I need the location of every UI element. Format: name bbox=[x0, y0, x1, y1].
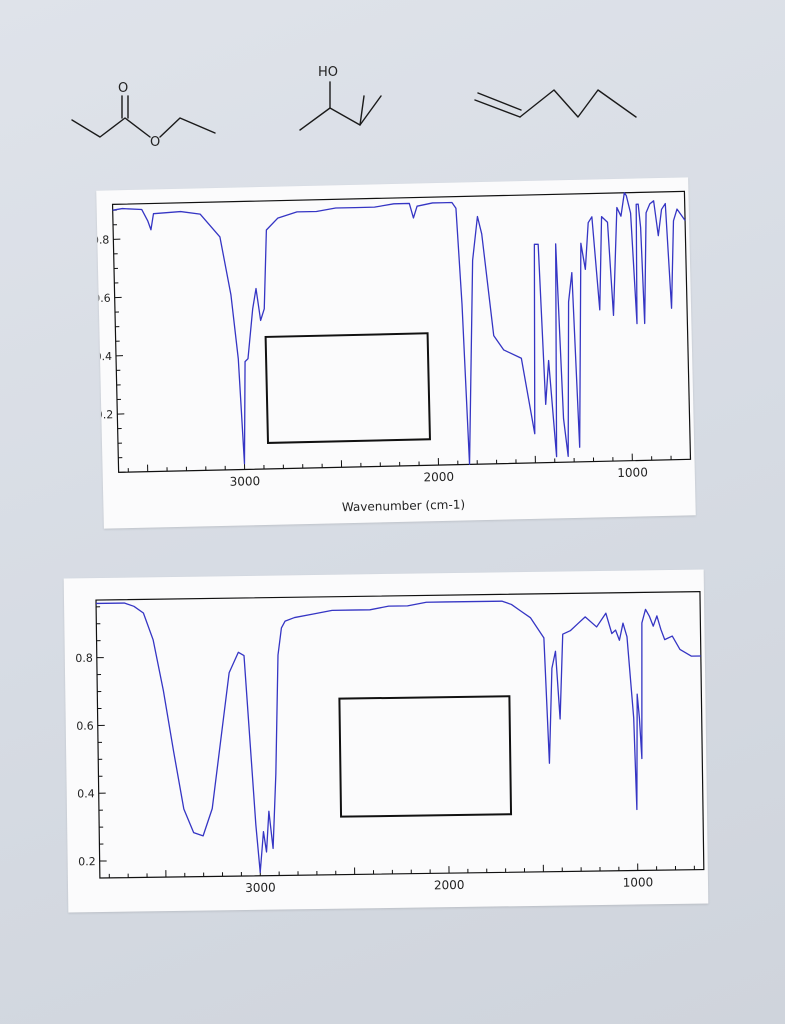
y-tick-label: 0.4 bbox=[96, 350, 112, 363]
molecule-alcohol bbox=[299, 81, 382, 131]
answer-box-2 bbox=[338, 695, 513, 818]
plot-frame bbox=[95, 590, 705, 879]
ir-spectrum-2: 0.2 0.4 0.6 0.8 3000 2000 1000 bbox=[75, 590, 705, 895]
y-tick-label: 0.8 bbox=[96, 233, 109, 246]
x-tick-label: 1000 bbox=[617, 465, 648, 480]
x-tick-label: 2000 bbox=[423, 470, 454, 485]
y-tick-label: 0.6 bbox=[76, 720, 94, 733]
molecule-alkene bbox=[474, 89, 637, 118]
plot-frame bbox=[111, 190, 692, 473]
y-tick-label: 0.8 bbox=[75, 652, 93, 665]
spectrum-2-line bbox=[96, 600, 701, 874]
y-tick-label: 0.6 bbox=[96, 292, 111, 305]
spectrum-sheet-1: 0.2 0.4 0.6 0.8 3000 2000 1000 Wavenumber (cm-… bbox=[92, 177, 696, 529]
y-tick-label: 0.2 bbox=[78, 855, 96, 868]
y-tick-label: 0.4 bbox=[77, 787, 95, 800]
molecule-ester bbox=[71, 95, 216, 138]
ir-spectrum-1: 0.2 0.4 0.6 0.8 3000 2000 1000 Wavenumber (cm-… bbox=[92, 190, 692, 514]
carbonyl-oxygen-label: O bbox=[118, 81, 128, 96]
ester-oxygen-label: O bbox=[150, 135, 160, 150]
x-tick-label: 3000 bbox=[229, 474, 260, 489]
hydroxyl-label: HO bbox=[318, 65, 338, 80]
spectrum-sheet-2: 0.2 0.4 0.6 0.8 3000 2000 1000 bbox=[63, 569, 709, 913]
x-tick-label: 3000 bbox=[245, 881, 276, 895]
answer-box-1 bbox=[264, 332, 431, 444]
spectrum-1-x-label: Wavenumber (cm-1) bbox=[342, 497, 465, 514]
spectrum-1-line bbox=[112, 192, 686, 466]
x-tick-label: 1000 bbox=[623, 875, 654, 889]
x-tick-label: 2000 bbox=[434, 878, 465, 892]
molecule-drawings: O O HO bbox=[71, 65, 637, 150]
y-tick-label: 0.2 bbox=[96, 408, 113, 421]
